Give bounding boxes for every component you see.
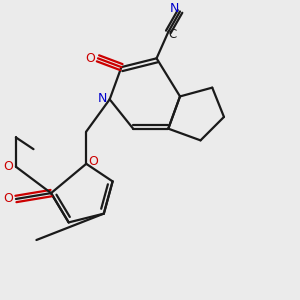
Text: O: O <box>4 160 14 173</box>
Text: N: N <box>170 2 179 15</box>
Text: N: N <box>98 92 107 105</box>
Text: O: O <box>88 155 98 168</box>
Text: O: O <box>85 52 95 65</box>
Text: C: C <box>169 28 177 40</box>
Text: O: O <box>3 193 13 206</box>
